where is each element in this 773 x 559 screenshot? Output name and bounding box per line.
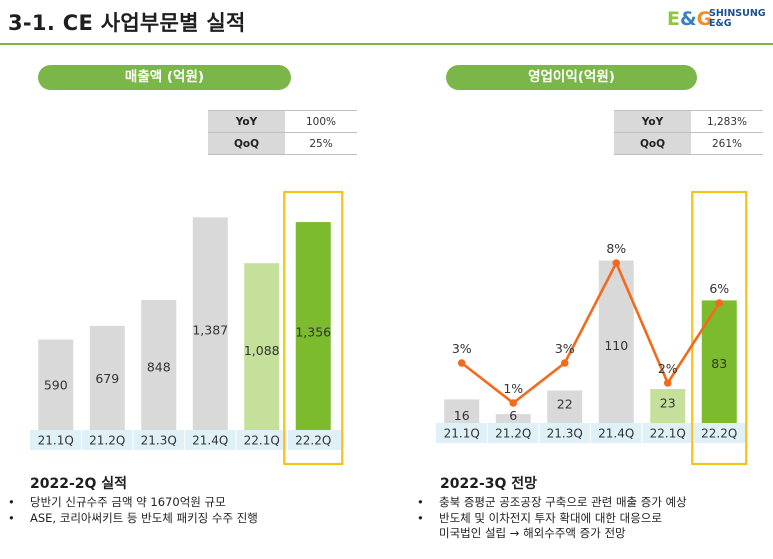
category-axis-band: [30, 430, 341, 450]
kpi-row: YoY 100%: [208, 110, 357, 133]
note-item: 미국법인 설립 → 해외수주액 증가 전망: [417, 526, 687, 542]
right-notes: • 충북 증평군 공조공장 구축으로 관련 매출 증가 예상 • 반도체 및 이차전…: [417, 495, 687, 542]
bar-value-label: 22: [557, 396, 573, 411]
revenue-bar-chart: 590 21.1Q 679 21.2Q 848 21.3Q 1,387 21.4Q 1,088 2…: [30, 190, 344, 466]
line-point-label: 2%: [658, 361, 678, 376]
note-item: • ASE, 코리아써키트 등 반도체 패키징 수주 진행: [8, 511, 258, 527]
bar: [650, 389, 686, 423]
category-tick-label: 21.3Q: [547, 427, 583, 441]
category-tick-label: 22.1Q: [650, 427, 686, 441]
bar-value-label: 6: [509, 408, 517, 423]
kpi-value: 261%: [691, 132, 763, 155]
right-section-title: 2022-3Q 전망: [440, 476, 538, 492]
bar: [495, 414, 531, 423]
bar-value-label: 848: [147, 359, 171, 374]
line-point-label: 6%: [709, 281, 729, 296]
note-text: ASE, 코리아써키트 등 반도체 패키징 수주 진행: [30, 510, 258, 525]
note-item: • 충북 증평군 공조공장 구축으로 관련 매출 증가 예상: [417, 495, 687, 511]
category-tick-label: 21.2Q: [89, 434, 125, 448]
note-text: 충북 증평군 공조공장 구축으로 관련 매출 증가 예상: [439, 495, 687, 509]
bar: [547, 390, 583, 423]
profit-kpi-table: YoY 1,283% QoQ 261%: [614, 110, 763, 155]
bar: [444, 399, 480, 423]
bar: [295, 222, 331, 430]
kpi-label: YoY: [614, 110, 691, 133]
bar: [89, 325, 125, 430]
category-tick-label: 21.3Q: [141, 434, 177, 448]
bar: [244, 263, 280, 430]
left-notes: • 당반기 신규수주 금액 약 1670억원 규모 • ASE, 코리아써키트 등 …: [8, 495, 258, 526]
company-logo: E&G SHINSUNG E&G: [667, 6, 767, 32]
category-tick-label: 21.4Q: [192, 434, 228, 448]
kpi-value: 25%: [285, 132, 357, 155]
note-text: 미국법인 설립 → 해외수주액 증가 전망: [439, 526, 626, 540]
margin-line: [460, 261, 721, 405]
bullet: •: [417, 495, 424, 509]
line-point: [457, 359, 466, 367]
category-tick-label: 21.1Q: [444, 427, 480, 441]
revenue-kpi-table: YoY 100% QoQ 25%: [208, 110, 357, 155]
operating-profit-combo-chart: 16 21.1Q 6 21.2Q 22 21.3Q 110 21.4Q 23 22.1Q 83 22.…: [436, 190, 748, 466]
logo-mark: E&G: [667, 8, 713, 30]
bar-value-label: 590: [44, 377, 68, 392]
bar: [141, 299, 177, 430]
logo-text: SHINSUNG E&G: [709, 8, 766, 29]
line-point-label: 8%: [606, 241, 626, 256]
bar-value-label: 1,356: [295, 324, 331, 339]
kpi-row: YoY 1,283%: [614, 110, 763, 133]
highlight-box: [283, 190, 344, 466]
bar-value-label: 16: [454, 408, 470, 423]
note-item: • 당반기 신규수주 금액 약 1670억원 규모: [8, 495, 258, 511]
category-tick-label: 21.2Q: [495, 427, 531, 441]
category-tick-label: 21.4Q: [598, 427, 634, 441]
revenue-chart-pill: 매출액 (억원): [38, 65, 291, 90]
bar-value-label: 1,088: [244, 343, 280, 358]
line-point-label: 3%: [555, 341, 575, 356]
note-text: 반도체 및 이차전지 투자 확대에 대한 대응으로: [439, 510, 662, 525]
line-point: [715, 299, 724, 307]
line-point: [612, 259, 621, 267]
kpi-label: YoY: [208, 110, 285, 133]
note-item: • 반도체 및 이차전지 투자 확대에 대한 대응으로: [417, 511, 687, 527]
highlight-box: [691, 190, 748, 466]
line-point-label: 3%: [452, 341, 472, 356]
category-axis-band: [436, 423, 747, 443]
bar-value-label: 83: [711, 356, 727, 371]
kpi-row: QoQ 25%: [208, 132, 357, 155]
note-text: 당반기 신규수주 금액 약 1670억원 규모: [30, 495, 226, 509]
bullet: •: [8, 510, 15, 525]
title-divider: [0, 43, 773, 45]
bar: [38, 339, 74, 430]
category-tick-label: 21.1Q: [38, 434, 74, 448]
kpi-value: 1,283%: [691, 110, 763, 133]
kpi-row: QoQ 261%: [614, 132, 763, 155]
category-tick-label: 22.1Q: [244, 434, 280, 448]
kpi-label: QoQ: [614, 132, 691, 155]
kpi-value: 100%: [285, 110, 357, 133]
line-point-label: 1%: [503, 381, 523, 396]
bar-value-label: 679: [95, 371, 119, 386]
line-point: [663, 379, 672, 387]
bar-value-label: 1,387: [192, 322, 228, 337]
line-point: [560, 359, 569, 367]
operating-profit-chart-pill: 영업이익(억원): [446, 65, 697, 90]
bar: [192, 217, 228, 430]
line-point: [509, 399, 518, 407]
category-tick-label: 22.2Q: [701, 427, 737, 441]
kpi-label: QoQ: [208, 132, 285, 155]
bar-value-label: 110: [604, 338, 628, 353]
bullet: •: [417, 510, 424, 525]
bar-value-label: 23: [660, 396, 676, 411]
left-section-title: 2022-2Q 실적: [30, 476, 128, 492]
bullet: •: [8, 495, 15, 509]
page-title: 3-1. CE 사업부문별 실적: [8, 11, 246, 35]
category-tick-label: 22.2Q: [295, 434, 331, 448]
